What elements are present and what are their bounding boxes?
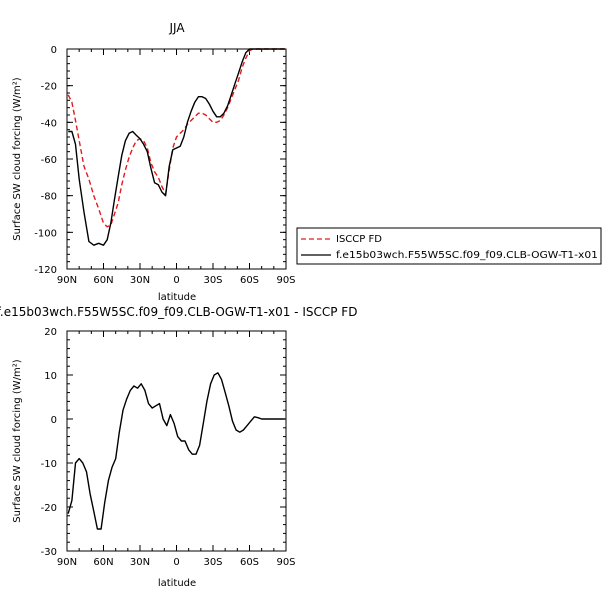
top-x-tick-label: 0 [173, 275, 179, 286]
bottom-y-tick-label: -20 [41, 503, 57, 514]
top-chart-ylabel: Surface SW cloud forcing (W/m²) [12, 77, 23, 241]
top-chart-frame [66, 48, 287, 270]
bottom-chart-panel: f.e15b03wch.F55W5SC.f09_f09.CLB-OGW-T1-x… [0, 305, 357, 589]
top-y-tick-label: -80 [41, 192, 57, 203]
top-y-tick-label: -40 [41, 118, 57, 129]
top-y-tick-label: -20 [41, 82, 57, 93]
bottom-chart-xlabel: latitude [158, 578, 196, 589]
bottom-y-tick-label: -30 [41, 547, 57, 558]
bottom-y-tick-label: -10 [41, 459, 57, 470]
top-x-tick-label: 60S [240, 275, 259, 286]
bottom-x-tick-label: 30N [130, 557, 150, 568]
bottom-x-tick-label: 90N [57, 557, 77, 568]
bottom-y-tick-label: 10 [44, 371, 57, 382]
bottom-x-tick-label: 30S [203, 557, 222, 568]
bottom-chart-ylabel: Surface SW cloud forcing (W/m²) [12, 359, 23, 523]
top-chart-xlabel: latitude [158, 292, 196, 303]
bottom-y-tick-label: 0 [51, 415, 57, 426]
bottom-chart-title: f.e15b03wch.F55W5SC.f09_f09.CLB-OGW-T1-x… [0, 305, 357, 319]
bottom-x-tick-label: 0 [173, 557, 179, 568]
bottom-y-tick-label: 20 [44, 327, 57, 338]
top-y-tick-label: -120 [34, 265, 57, 276]
bottom-chart-frame [66, 330, 287, 552]
top-x-tick-label: 90S [276, 275, 295, 286]
top-chart-panel: JJA Surface SW cloud forcing (W/m²) lati… [12, 21, 296, 303]
bottom-x-tick-label: 60S [240, 557, 259, 568]
top-y-tick-label: -100 [34, 228, 57, 239]
top-y-tick-label: 0 [51, 45, 57, 56]
top-chart-title: JJA [168, 21, 185, 35]
legend-box [296, 227, 602, 265]
top-chart-legend: ISCCP FD f.e15b03wch.F55W5SC.f09_f09.CLB… [296, 227, 602, 265]
top-series-model-line [68, 48, 285, 246]
legend-label-model: f.e15b03wch.F55W5SC.f09_f09.CLB-OGW-T1-x… [336, 250, 598, 261]
top-y-tick-label: -60 [41, 155, 57, 166]
top-x-tick-label: 60N [93, 275, 113, 286]
top-series-isccp-fd-line [67, 48, 285, 228]
bottom-series-difference-line [67, 372, 285, 530]
top-x-tick-label: 30N [130, 275, 150, 286]
bottom-x-tick-label: 60N [93, 557, 113, 568]
top-x-tick-label: 30S [203, 275, 222, 286]
bottom-x-tick-label: 90S [276, 557, 295, 568]
legend-label-isccp: ISCCP FD [336, 234, 382, 245]
top-x-tick-label: 90N [57, 275, 77, 286]
